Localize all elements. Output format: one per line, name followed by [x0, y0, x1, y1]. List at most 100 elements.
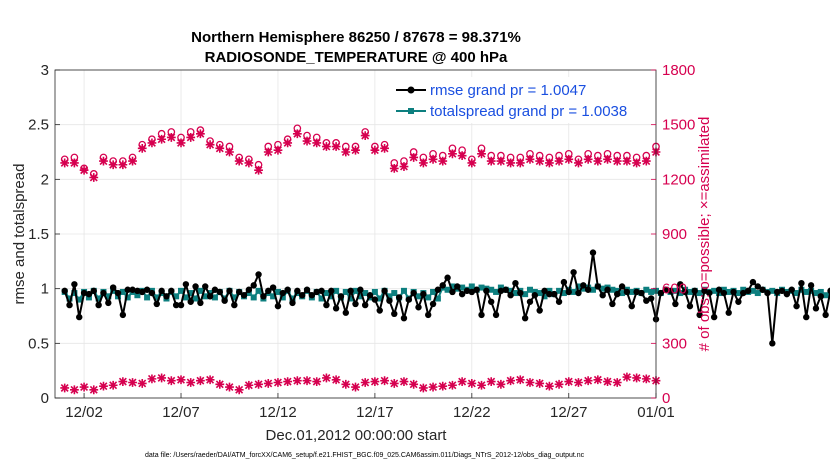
- y-tick-label: 3: [41, 62, 49, 79]
- rmse-point: [211, 286, 219, 293]
- rmse-point: [798, 280, 805, 287]
- obs-assimilated-point: [89, 173, 99, 182]
- totalspread-point: [430, 288, 437, 295]
- obs-low-assimilated-point: [418, 383, 428, 393]
- totalspread-point: [328, 293, 335, 300]
- rmse-point: [124, 286, 131, 293]
- obs-assimilated-point: [535, 156, 545, 166]
- totalspread-point: [725, 288, 732, 295]
- rmse-point: [454, 283, 461, 290]
- obs-low-assimilated-point: [79, 382, 89, 392]
- totalspread-point: [144, 294, 151, 301]
- legend: rmse grand pr = 1.0047 totalspread grand…: [392, 77, 650, 123]
- totalspread-point: [507, 287, 514, 294]
- rmse-point: [521, 314, 529, 322]
- y2-tick-label: 0: [662, 390, 670, 407]
- rmse-point: [206, 293, 214, 300]
- totalspread-point: [173, 293, 180, 300]
- y-tick-label: 1.5: [28, 226, 49, 243]
- totalspread-point: [415, 293, 422, 300]
- obs-assimilated-point: [467, 158, 477, 168]
- rmse-point: [352, 300, 359, 308]
- totalspread-point: [192, 295, 199, 302]
- obs-low-assimilated-point: [583, 376, 593, 386]
- rmse-point: [100, 289, 107, 297]
- rmse-point: [463, 287, 471, 295]
- y-axis-right: 0 300 600 900 1200 1500 1800: [651, 62, 695, 407]
- rmse-point: [701, 287, 708, 295]
- rmse-point: [289, 299, 296, 307]
- totalspread-point: [541, 293, 548, 300]
- obs-low-assimilated-point: [641, 374, 651, 384]
- rmse-point: [153, 300, 160, 308]
- rmse-point: [584, 286, 592, 293]
- rmse-point: [458, 290, 466, 298]
- obs-assimilated-point: [234, 156, 244, 166]
- rmse-point: [61, 287, 68, 295]
- rmse-point: [531, 292, 539, 299]
- rmse-point: [303, 286, 311, 293]
- totalspread-point: [347, 295, 354, 302]
- obs-assimilated-point: [389, 164, 399, 173]
- obs-assimilated-point: [515, 158, 525, 168]
- obs-low-assimilated-point: [593, 375, 603, 385]
- rmse-point: [706, 289, 713, 297]
- totalspread-point: [560, 290, 567, 297]
- totalspread-point: [556, 287, 563, 294]
- totalspread-point: [425, 294, 432, 301]
- obs-assimilated-point: [273, 145, 283, 155]
- obs-low-assimilated-point: [205, 375, 215, 385]
- rmse-point: [192, 283, 199, 290]
- totalspread-point: [512, 290, 519, 297]
- totalspread-point: [71, 290, 78, 297]
- totalspread-point: [371, 288, 378, 295]
- obs-assimilated-point: [564, 154, 574, 164]
- obs-low-assimilated-point: [409, 379, 419, 389]
- rmse-point: [502, 286, 509, 293]
- rmse-point: [284, 286, 291, 293]
- obs-low-assimilated-point: [564, 377, 574, 386]
- rmse-point: [686, 302, 694, 310]
- legend-spread-marker: [408, 108, 414, 114]
- rmse-point: [492, 311, 500, 319]
- totalspread-point: [497, 284, 504, 291]
- obs-assimilated-point: [603, 154, 612, 164]
- rmse-point: [468, 288, 476, 296]
- rmse-point: [328, 287, 335, 295]
- obs-assimilated-point: [215, 143, 225, 153]
- legend-rmse-marker: [407, 86, 415, 94]
- rmse-point: [216, 288, 223, 296]
- y-tick-label: 0: [41, 390, 49, 407]
- chart-title: Northern Hemisphere 86250 / 87678 = 98.3…: [191, 29, 521, 46]
- totalspread-point: [342, 288, 349, 295]
- obs-assimilated-point: [448, 149, 457, 159]
- obs-low-assimilated-point: [89, 385, 99, 395]
- rmse-point: [769, 340, 776, 347]
- rmse-point: [371, 296, 379, 303]
- rmse-point: [148, 289, 156, 297]
- rmse-point: [681, 288, 689, 296]
- x-tick-label: 12/17: [356, 404, 394, 421]
- rmse-point: [361, 301, 369, 309]
- totalspread-point: [599, 285, 606, 292]
- obs-low-assimilated-point: [254, 379, 263, 389]
- rmse-point: [778, 287, 786, 295]
- totalspread-point: [526, 286, 533, 293]
- totalspread-point: [735, 290, 742, 297]
- rmse-point: [231, 301, 238, 309]
- obs-low-assimilated-point: [632, 373, 642, 383]
- totalspread-point: [614, 287, 621, 294]
- totalspread-point: [323, 290, 330, 297]
- totalspread-point: [672, 287, 679, 294]
- rmse-point: [754, 283, 761, 290]
- rmse-series: [61, 249, 830, 347]
- rmse-point: [710, 313, 718, 321]
- obs-low-assimilated-point: [360, 378, 370, 387]
- obs-assimilated-point: [399, 162, 409, 171]
- obs-assimilated-point: [622, 156, 632, 166]
- y2-tick-label: 1500: [662, 117, 695, 134]
- obs-assimilated-point: [554, 156, 564, 166]
- obs-low-assimilated-point: [506, 376, 515, 386]
- x-tick-label: 12/02: [65, 404, 103, 421]
- rmse-point: [172, 301, 180, 309]
